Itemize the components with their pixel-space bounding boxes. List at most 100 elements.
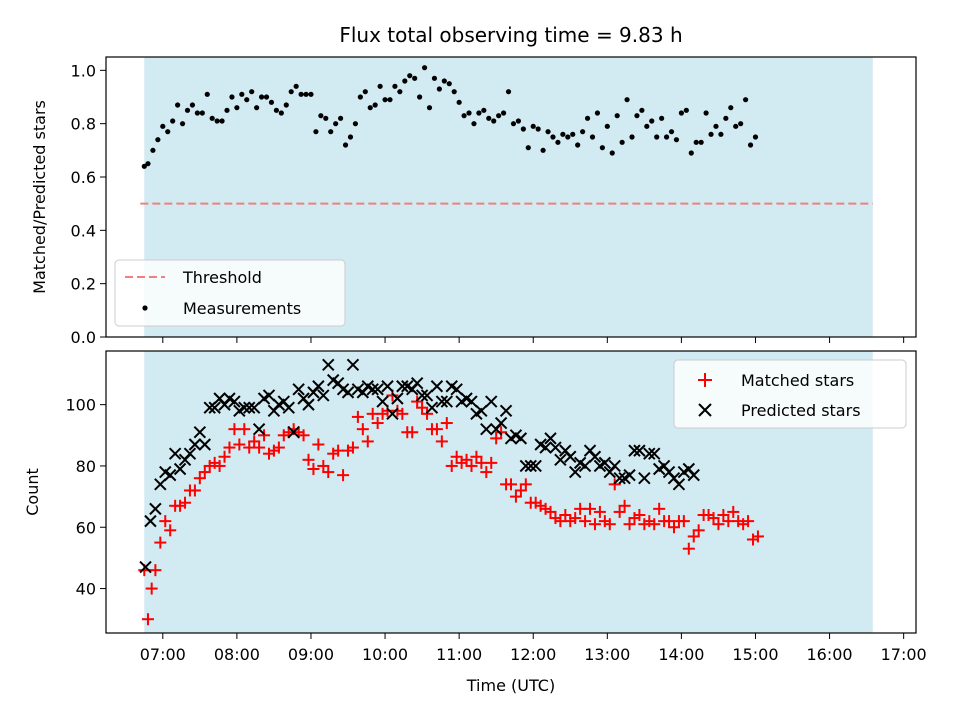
predicted-star-point: [524, 459, 537, 473]
predicted-star-point: [633, 444, 646, 457]
top-y-tick-label: 1.0: [71, 61, 96, 80]
bottom-y-axis: 40 60 80 100: [65, 396, 106, 599]
top-y-tick-label: 0.4: [71, 221, 96, 240]
matched-star-point: [717, 508, 730, 521]
measurement-point: [150, 147, 156, 153]
predicted-star-point: [376, 395, 389, 408]
predicted-star-point: [430, 380, 444, 393]
predicted-star-point: [465, 395, 478, 408]
matched-star-point: [712, 518, 725, 531]
measurement-point: [530, 123, 536, 129]
predicted-star-point: [569, 465, 582, 479]
measurement-point: [258, 94, 265, 100]
top-y-axis-label: Matched/Predicted stars: [30, 100, 49, 294]
matched-star-point: [188, 484, 201, 497]
measurement-point: [486, 115, 492, 121]
measurement-point: [520, 126, 526, 132]
predicted-star-point: [480, 422, 493, 436]
matched-star-point: [248, 435, 261, 448]
measurement-point: [377, 83, 383, 89]
measurement-point: [244, 97, 250, 103]
predicted-star-point: [608, 459, 621, 473]
measurement-point: [308, 91, 314, 97]
predicted-star-point: [588, 450, 602, 463]
matched-star-point: [707, 512, 720, 525]
bottom-plot-frame: [105, 350, 917, 634]
matched-star-point: [603, 518, 616, 531]
predicted-star-point: [544, 432, 557, 445]
matched-star-point: [742, 515, 755, 528]
measurement-point: [407, 73, 413, 79]
x-tick-label: 09:00: [288, 645, 334, 664]
matched-star-point: [371, 417, 384, 430]
matched-star-point: [519, 478, 532, 491]
measurement-point: [723, 115, 729, 121]
predicted-star-point: [628, 444, 641, 457]
measurement-point: [555, 139, 561, 145]
predicted-star-point: [252, 422, 266, 436]
measurement-point: [604, 123, 610, 129]
measurement-point: [466, 110, 472, 116]
measurement-point: [431, 75, 438, 81]
matched-star-point: [396, 407, 409, 420]
measurement-point: [738, 121, 744, 127]
measurement-point: [540, 147, 546, 153]
measurement-point: [708, 131, 714, 137]
matched-star-point: [677, 515, 690, 528]
matched-star-point: [421, 407, 434, 420]
x-tick-label: 14:00: [658, 645, 704, 664]
predicted-star-point: [154, 478, 167, 491]
measurement-point: [141, 163, 147, 169]
matched-star-point: [588, 518, 601, 531]
top-legend: Threshold Measurements: [114, 259, 346, 327]
bottom-legend-box: [673, 359, 907, 429]
matched-star-point: [490, 432, 503, 445]
matched-star-point: [505, 478, 517, 491]
measurement-point: [683, 107, 689, 113]
measurement-point: [323, 115, 329, 121]
matched-star-point: [653, 502, 666, 515]
matched-star-point: [608, 478, 621, 491]
measurement-point: [426, 105, 433, 111]
predicted-star-point: [564, 450, 577, 463]
predicted-star-point: [287, 426, 300, 439]
measurement-point: [342, 142, 349, 148]
measurement-point: [382, 97, 388, 103]
matched-star-point: [317, 459, 330, 472]
measurement-point: [417, 94, 423, 100]
bottom-panel: 40 60 80 100 07:00 08:00 09:00 10:00 11:00 12:00…: [23, 350, 927, 695]
matched-star-point: [233, 438, 246, 451]
measurement-point: [461, 113, 467, 119]
measurement-point: [525, 145, 531, 151]
measurement-point: [678, 110, 684, 116]
measurement-point: [165, 129, 171, 135]
predicted-star-point: [168, 447, 182, 460]
predicted-star-point: [198, 438, 211, 451]
matched-star-point: [312, 438, 325, 451]
matched-star-point: [544, 505, 557, 518]
measurement-point: [254, 105, 260, 111]
measurement-point: [234, 105, 240, 111]
matched-star-point: [159, 515, 172, 528]
measurement-point: [589, 134, 596, 140]
measurement-point: [224, 107, 230, 113]
predicted-star-point: [164, 468, 177, 482]
matched-star-point: [337, 469, 350, 482]
measurement-point: [743, 97, 749, 103]
x-tick-label: 12:00: [510, 645, 556, 664]
predicted-star-point: [208, 401, 221, 414]
measurement-point: [663, 134, 670, 140]
predicted-star-point: [415, 389, 429, 402]
measurement-point: [693, 139, 699, 145]
measurement-point: [204, 91, 210, 97]
measurement-point: [752, 134, 759, 140]
measurement-point: [214, 118, 220, 124]
matched-star-point: [253, 441, 266, 454]
measurement-point: [441, 78, 447, 84]
matched-star-point: [579, 515, 592, 528]
matched-star-point: [692, 524, 705, 537]
measurement-point: [402, 78, 408, 84]
measurement-point: [496, 113, 502, 119]
matched-star-point: [238, 423, 251, 436]
measurement-point: [718, 131, 724, 137]
